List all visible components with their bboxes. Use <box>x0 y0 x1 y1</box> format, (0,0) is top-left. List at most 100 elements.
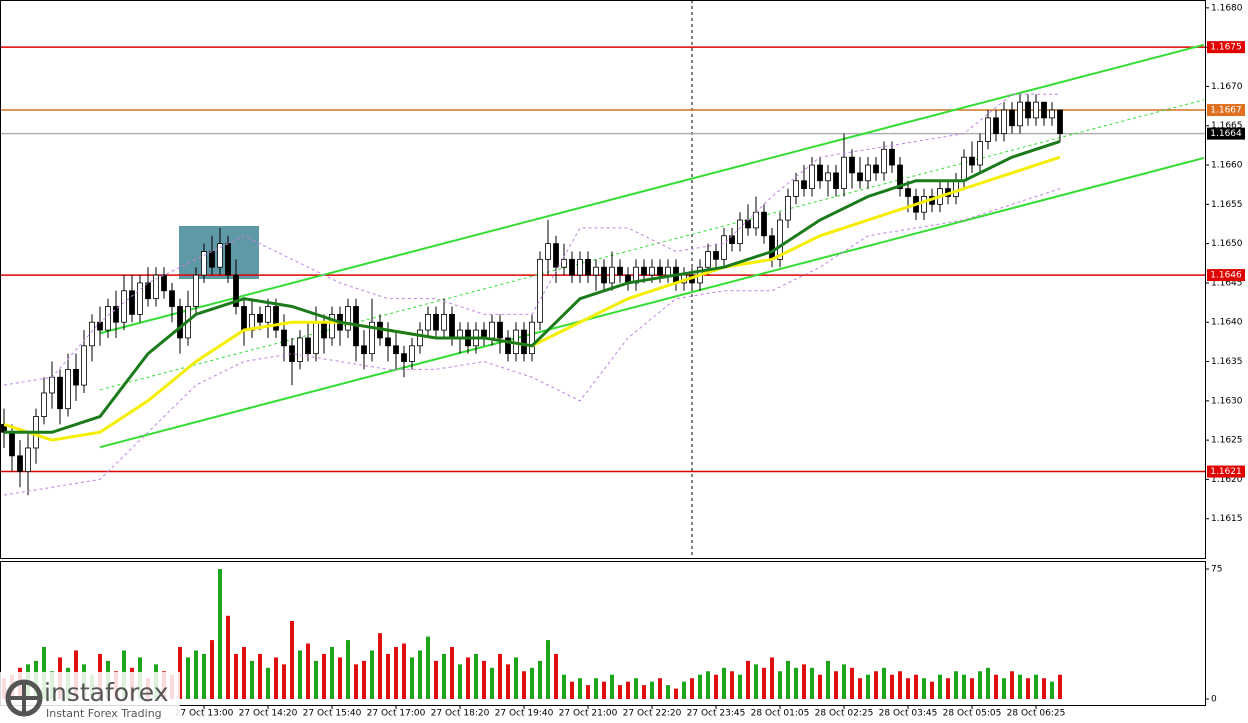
volume-bar <box>986 667 990 699</box>
candle-body <box>705 251 711 268</box>
candle-body <box>577 258 583 276</box>
volume-bar <box>346 640 350 699</box>
candle-body <box>273 306 279 331</box>
volume-bar <box>498 653 502 699</box>
volume-bar <box>186 657 190 699</box>
volume-bar <box>1058 674 1062 699</box>
volume-bar <box>954 671 958 699</box>
candle-body <box>281 329 287 347</box>
y-tick-label: 1.1640 <box>1211 318 1243 328</box>
candle-body <box>401 353 407 362</box>
level-label: 1.1675 <box>1210 43 1242 53</box>
x-tick-label: 28 Oct 02:25 <box>815 709 874 719</box>
candle-body <box>969 156 975 166</box>
candle-body <box>265 306 271 323</box>
volume-bar <box>378 633 382 699</box>
volume-bar <box>298 650 302 699</box>
candle-body <box>657 266 663 276</box>
price-frame <box>0 0 1206 559</box>
candle-body <box>57 376 63 410</box>
candle-body <box>257 313 263 323</box>
volume-bar <box>506 664 510 699</box>
candle-body <box>505 337 511 355</box>
candle-body <box>113 306 119 323</box>
candle-body <box>449 313 455 339</box>
volume-bar <box>442 653 446 699</box>
volume-bar <box>570 681 574 699</box>
candle-body <box>641 266 647 276</box>
volume-bar <box>738 674 742 699</box>
level-label-bg <box>1207 41 1245 54</box>
volume-bar <box>930 681 934 699</box>
candle-body <box>881 148 887 174</box>
candle-body <box>601 266 607 284</box>
candle-body <box>833 172 839 190</box>
candle-body <box>665 266 671 276</box>
x-tick-label: 27 Oct 19:40 <box>495 709 554 719</box>
candle-body <box>977 141 983 166</box>
y-tick-label: 1.1660 <box>1211 161 1243 171</box>
candle-body <box>537 258 543 323</box>
volume-bar <box>706 671 710 699</box>
x-tick-label: 28 Oct 01:05 <box>751 709 810 719</box>
volume-bar <box>866 674 870 699</box>
candle-body <box>497 321 503 339</box>
volume-bar <box>802 664 806 699</box>
volume-bar <box>306 643 310 699</box>
candle-body <box>801 180 807 190</box>
volume-bar <box>858 678 862 699</box>
candle-body <box>953 180 959 197</box>
volume-bar <box>458 664 462 699</box>
y-tick-label: 1.1615 <box>1211 514 1243 524</box>
volume-bar <box>426 636 430 699</box>
volume-bar <box>690 678 694 699</box>
volume-bar <box>770 657 774 699</box>
volume-bar <box>946 678 950 699</box>
candle-body <box>241 306 247 331</box>
candle-body <box>753 211 759 229</box>
volume-bar <box>586 685 590 699</box>
candle-body <box>825 172 831 182</box>
candle-body <box>41 392 47 417</box>
candle-body <box>489 321 495 339</box>
candle-body <box>393 345 399 355</box>
candle-body <box>177 306 183 339</box>
x-tick-label: 27 Oct 23:45 <box>687 709 746 719</box>
volume-bar <box>322 653 326 699</box>
candle-body <box>9 431 15 457</box>
candle-body <box>961 156 967 182</box>
volume-bar <box>330 647 334 699</box>
candle-body <box>201 251 207 276</box>
y-tick-label: 1.1625 <box>1211 436 1243 446</box>
candle-body <box>1001 109 1007 135</box>
candle-body <box>745 219 751 229</box>
volume-bar <box>794 667 798 699</box>
volume-bar <box>666 685 670 699</box>
volume-bar <box>578 678 582 699</box>
candle-body <box>305 337 311 355</box>
volume-bar <box>754 664 758 699</box>
level-label-bg <box>1207 465 1245 478</box>
candle-body <box>17 455 23 472</box>
candle-body <box>121 290 127 323</box>
price-plot <box>0 43 1205 496</box>
candle-body <box>321 321 327 339</box>
candle-body <box>873 164 879 174</box>
volume-bar <box>1002 678 1006 699</box>
volume-bar <box>402 643 406 699</box>
candle-body <box>1033 101 1039 119</box>
candle-body <box>433 313 439 331</box>
volume-bar <box>490 667 494 699</box>
candle-body <box>777 219 783 260</box>
candle-body <box>65 368 71 410</box>
y-tick-label: 1.1650 <box>1211 239 1243 249</box>
x-tick-label: 27 Oct 13:00 <box>175 709 234 719</box>
volume-bar <box>1026 678 1030 699</box>
x-tick-label: 27 Oct 15:40 <box>303 709 362 719</box>
candle-body <box>153 274 159 300</box>
candle-body <box>1009 109 1015 127</box>
volume-bar <box>386 653 390 699</box>
candle-body <box>441 313 447 331</box>
x-tick-label: 28 Oct 05:05 <box>943 709 1002 719</box>
